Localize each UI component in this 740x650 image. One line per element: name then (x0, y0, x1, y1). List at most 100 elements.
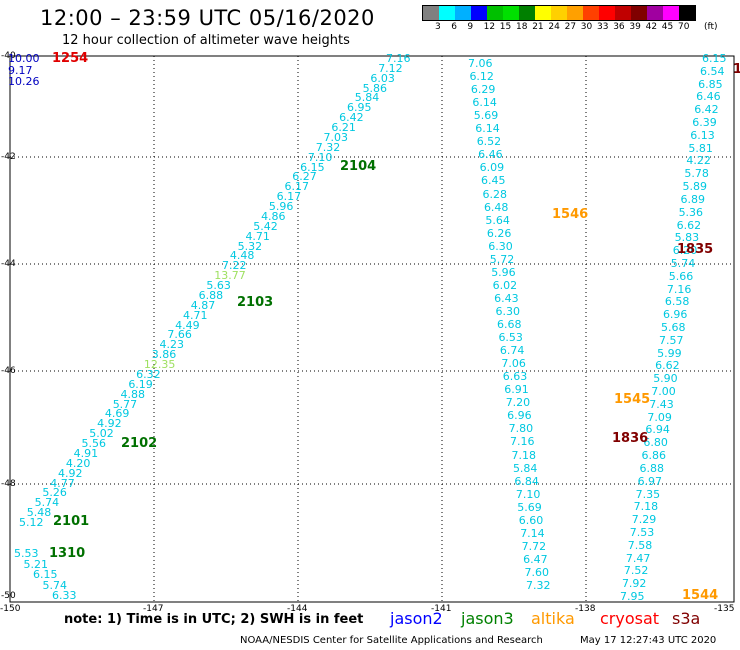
wave-height-label: 7.58 (627, 538, 653, 552)
legend-tick-label: 33 (597, 22, 609, 32)
wave-height-label: 13.77 (214, 269, 246, 283)
wave-height-label: 6.03 (370, 71, 395, 85)
footer-credit: NOAA/NESDIS Center for Satellite Applica… (240, 635, 543, 646)
wave-height-label: 5.32 (237, 239, 263, 253)
wave-height-label: 6.28 (482, 187, 508, 201)
wave-height-label: 5.02 (89, 427, 114, 441)
wave-height-label: 4.71 (182, 308, 208, 322)
satellite-cryosat: cryosat (600, 609, 660, 628)
wave-height-label: 6.63 (502, 370, 528, 384)
wave-height-label: 6.21 (331, 121, 356, 135)
wave-height-label: 6.26 (486, 226, 512, 240)
pass-time-label: 2101 (53, 514, 90, 529)
wave-height-label: 7.06 (468, 57, 493, 70)
wave-height-label: 5.81 (688, 141, 713, 155)
lon-label: -141 (431, 604, 452, 614)
wave-height-label: 7.43 (649, 397, 674, 411)
wave-height-label: 6.14 (472, 96, 497, 110)
legend-swatch (663, 6, 679, 20)
wave-height-label: 7.47 (625, 551, 651, 565)
wave-height-label: 5.74 (42, 578, 68, 592)
legend-swatch (423, 6, 439, 20)
legend-swatch (615, 6, 631, 20)
lat-label: -50 (1, 591, 16, 601)
wave-height-label: 7.92 (621, 577, 647, 591)
wave-height-label: 6.60 (518, 513, 544, 527)
pass-time-label: 1544 (682, 588, 719, 603)
lon-label: -150 (0, 604, 21, 614)
wave-height-label: 6.97 (637, 474, 663, 488)
legend-swatch (599, 6, 615, 20)
wave-height-label: 5.63 (206, 279, 231, 293)
pass-time-label: 1 (733, 62, 740, 77)
wave-height-label: 4.88 (120, 387, 146, 401)
lat-label: -48 (1, 479, 16, 489)
wave-height-label: 7.16 (666, 282, 692, 296)
satellite-altika: altika (531, 609, 575, 628)
wave-height-label: 4.23 (159, 338, 185, 352)
wave-height-label: 6.43 (494, 291, 519, 305)
wave-height-label: 6.42 (694, 103, 719, 117)
wave-height-label: 6.12 (469, 70, 494, 84)
wave-height-label: 4.77 (50, 476, 75, 490)
legend-swatch (551, 6, 567, 20)
wave-height-label: 4.49 (175, 318, 200, 332)
lon-label: -138 (575, 604, 596, 614)
legend-swatch (647, 6, 663, 20)
legend-tick-label: 6 (451, 22, 457, 32)
wave-height-label: 6.62 (676, 218, 702, 232)
wave-height-label: 7.18 (511, 448, 537, 462)
legend-swatches (422, 5, 696, 21)
wave-height-label: 6.17 (284, 180, 309, 194)
pass-time-label: 2103 (237, 295, 274, 310)
wave-height-label: 12.35 (143, 358, 176, 372)
pass-time-label: 1545 (614, 392, 651, 407)
wave-height-label: 6.39 (692, 116, 717, 130)
wave-height-label: 6.33 (52, 589, 77, 602)
wave-height-label: 6.13 (690, 128, 715, 142)
legend-tick-label: 70 (678, 22, 690, 32)
graticule (10, 56, 734, 602)
wave-height-label: 6.86 (641, 449, 666, 463)
wave-height-label: 6.48 (483, 200, 509, 214)
wave-height-label: 5.68 (661, 321, 686, 334)
wave-height-label: 6.68 (497, 318, 522, 331)
wave-height-label: 7.20 (505, 396, 531, 410)
wave-height-label: 7.57 (659, 333, 684, 347)
wave-height-label: 10.00 (8, 52, 40, 65)
wave-height-label: 5.53 (14, 547, 39, 560)
legend-ticks: 3 6 9 12 15 18 21 24 27 30 33 36 39 42 45 70 (ft) (422, 22, 740, 34)
wave-height-label: 5.48 (26, 506, 52, 520)
legend-swatch (679, 6, 695, 20)
wave-height-label: 5.26 (42, 486, 67, 500)
note-text: note: 1) Time is in UTC; 2) SWH is in fe… (64, 612, 364, 627)
wave-height-label: 6.47 (523, 552, 548, 566)
legend-swatch (439, 6, 455, 20)
wave-height-label: 4.69 (104, 407, 130, 421)
wave-height-label: 6.15 (33, 568, 58, 581)
wave-height-label: 4.20 (65, 456, 91, 470)
wave-height-label: 6.96 (507, 409, 532, 423)
wave-height-label: 6.20 (672, 244, 698, 258)
wave-height-label: 7.18 (633, 500, 659, 514)
wave-height-label: 6.62 (655, 359, 680, 373)
map-border (9, 55, 735, 603)
legend-tick-label: 39 (629, 22, 641, 32)
wave-height-label: 5.42 (253, 219, 278, 233)
wave-height-label: 5.84 (354, 91, 380, 105)
wave-height-label: 7.53 (629, 525, 655, 539)
legend-swatch (503, 6, 519, 20)
pass-time-label: 1836 (612, 431, 649, 446)
wave-height-label: 6.84 (514, 474, 539, 488)
wave-height-label: 5.66 (668, 269, 694, 283)
wave-height-label: 4.87 (190, 298, 216, 312)
wave-height-label: 5.12 (19, 516, 44, 529)
legend-tick-label: (ft) (704, 22, 718, 32)
pass-time-label: 2104 (340, 159, 377, 174)
wave-height-label: 6.15 (702, 52, 727, 65)
wave-height-label: 7.35 (635, 487, 661, 501)
lat-label: -44 (1, 259, 16, 269)
wave-height-label: 4.92 (97, 417, 122, 431)
legend-swatch (471, 6, 487, 20)
